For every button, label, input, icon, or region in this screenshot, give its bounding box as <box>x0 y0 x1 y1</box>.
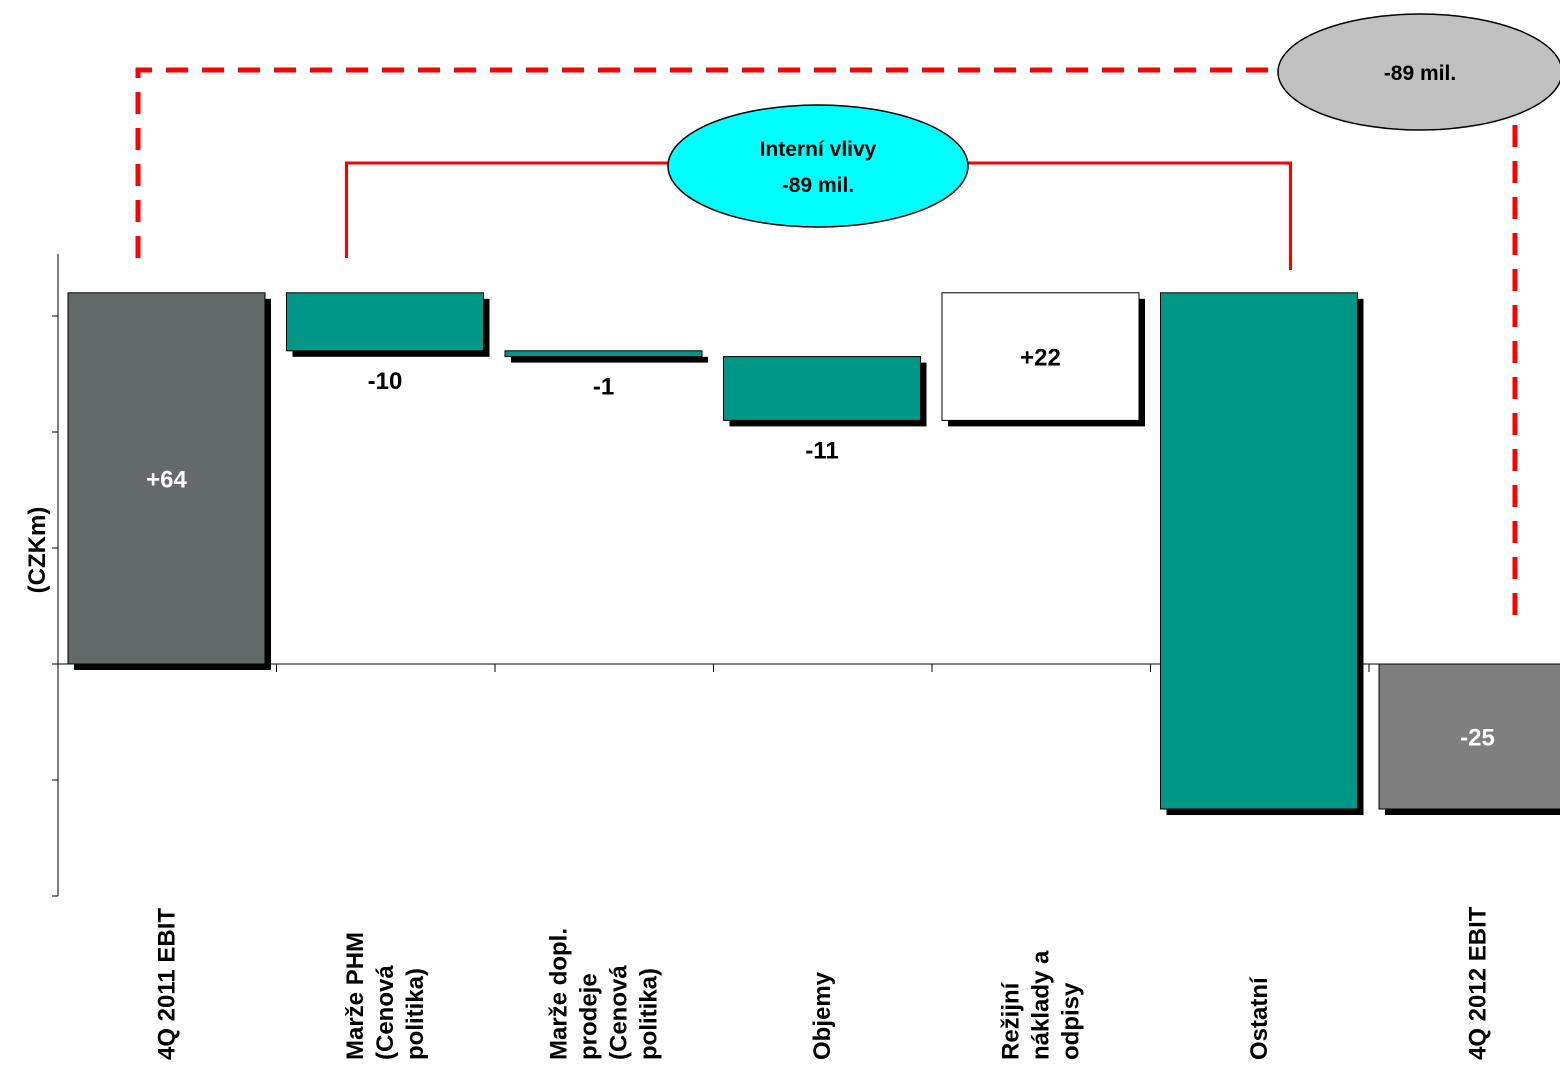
value-label: +64 <box>146 466 187 493</box>
bar <box>504 350 703 358</box>
total-bubble-value: -89 mil. <box>1384 62 1456 85</box>
category-label: Režijní náklady a odpisy <box>998 950 1085 1060</box>
internal-bubble-title: Interní vlivy <box>760 138 877 161</box>
category-label: Marže PHM (Cenová politika) <box>342 932 429 1060</box>
total-bubble <box>1277 13 1560 131</box>
category-label: Marže dopl. prodeje (Cenová politika) <box>546 928 663 1060</box>
category-label: Objemy <box>809 971 836 1060</box>
bar <box>1378 663 1560 810</box>
bar <box>286 292 484 352</box>
category-label-line: Objemy <box>809 971 836 1060</box>
category-label-line: Ostatní <box>1246 976 1273 1060</box>
bars-group <box>67 292 1560 815</box>
category-label-line: Marže dopl. <box>546 928 573 1060</box>
category-label-line: (Cenová <box>606 965 633 1060</box>
category-label-line: odpisy <box>1058 982 1085 1060</box>
bar <box>723 356 921 421</box>
total-bracket-line <box>135 67 1518 618</box>
value-label: -1 <box>593 374 614 401</box>
category-label-line: náklady a <box>1028 950 1055 1060</box>
category-label-line: Režijní <box>998 981 1025 1060</box>
y-axis-label: (CZKm) <box>24 507 51 594</box>
category-label-line: 4Q 2011 EBIT <box>154 908 181 1060</box>
category-label-line: (Cenová <box>372 965 399 1060</box>
value-label: -11 <box>805 437 838 464</box>
category-label: 4Q 2012 EBIT <box>1465 906 1492 1060</box>
annotations-group: Interní vlivy -89 mil. -89 mil. <box>135 13 1560 618</box>
bar <box>1160 292 1358 810</box>
category-label-line: Marže PHM <box>342 932 369 1060</box>
value-label: -10 <box>368 368 403 395</box>
internal-bubble <box>667 104 969 228</box>
value-labels-group: +64 -10 -1 -11 +22 -89 -25 <box>146 345 1495 843</box>
internal-bubble-value: -89 mil. <box>782 174 854 197</box>
value-label: +22 <box>1020 345 1061 372</box>
category-labels-group: 4Q 2011 EBIT Marže PHM (Cenová politika) Mar… <box>154 906 1492 1060</box>
bar-shadow <box>511 356 708 363</box>
value-label: -89 <box>1242 815 1277 842</box>
value-label: -25 <box>1460 725 1495 752</box>
category-label-line: politika) <box>636 968 663 1060</box>
category-label-line: politika) <box>402 968 429 1060</box>
category-label-line: prodeje <box>576 973 603 1060</box>
category-label: 4Q 2011 EBIT <box>154 908 181 1060</box>
category-label: Ostatní <box>1246 976 1273 1060</box>
category-label-line: 4Q 2012 EBIT <box>1465 906 1492 1060</box>
bar <box>67 292 266 665</box>
bar <box>941 292 1140 421</box>
